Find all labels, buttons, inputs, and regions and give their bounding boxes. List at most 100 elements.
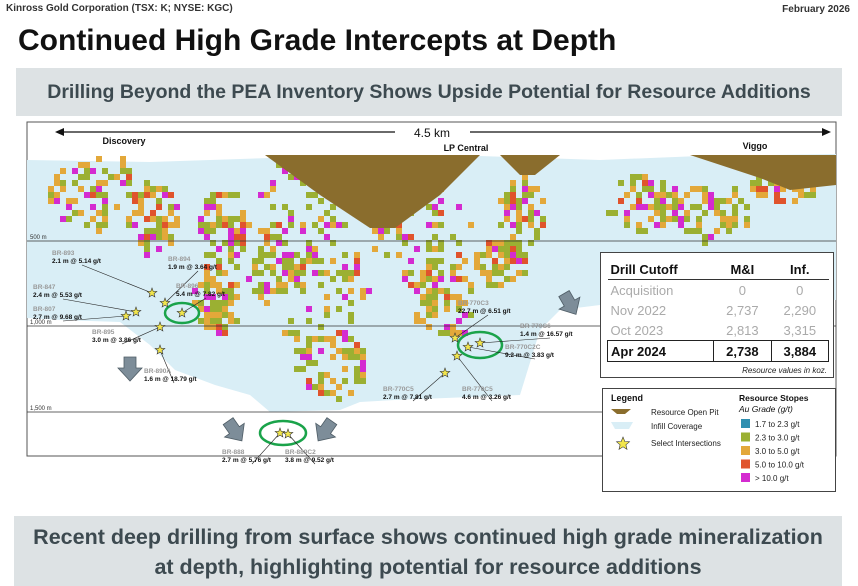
stope-block [138,192,144,198]
hole-id: BR-889C2 [285,449,316,456]
stope-block [516,210,522,216]
stope-block [306,204,312,210]
stope-block [456,318,462,324]
stope-block [432,246,438,252]
stope-block [636,192,642,198]
intersection-star [130,306,142,317]
stope-block [678,222,684,228]
stope-block [288,318,294,324]
stope-block [222,300,228,306]
legend-item: Resource Open Pit [651,408,719,417]
intercept-result: 3.0 m @ 3.86 g/t [92,337,142,344]
stope-block [126,168,132,174]
stope-block [78,162,84,168]
stope-block [654,204,660,210]
stope-block [768,180,774,186]
stope-block [276,282,282,288]
stope-block [156,234,162,240]
stope-block [450,330,456,336]
stope-block [222,312,228,318]
stope-block [510,186,516,192]
intersection-star [451,350,463,361]
stope-block [426,240,432,246]
stope-block [402,240,408,246]
stope-block [144,228,150,234]
stope-block [666,204,672,210]
stope-block [672,216,678,222]
stope-block [288,222,294,228]
table-row: Acquisition 0 0 [608,280,829,301]
stope-block [282,282,288,288]
stope-block [456,330,462,336]
stope-block [264,240,270,246]
stope-block [150,228,156,234]
stope-block [270,204,276,210]
subtitle: Drilling Beyond the PEA Inventory Shows … [47,80,811,103]
stope-block [384,252,390,258]
stope-block [312,360,318,366]
stope-block [282,252,288,258]
stope-block [438,276,444,282]
stope-block [540,198,546,204]
stope-block [630,204,636,210]
intercept-result: 2.7 m @ 7.81 g/t [383,394,433,401]
intersection-star [176,307,188,318]
stope-block [522,270,528,276]
stope-block [276,240,282,246]
stope-block [438,222,444,228]
stope-block [660,198,666,204]
stope-block [438,240,444,246]
stope-block [492,240,498,246]
intercept-result: 1.4 m @ 16.57 g/t [520,331,573,338]
hole-id: BR-847 [33,284,56,291]
header-cell: M&I [713,259,772,280]
stope-block [342,330,348,336]
stope-block [684,210,690,216]
leader-line [287,433,316,465]
stope-block [324,372,330,378]
stope-block [372,228,378,234]
stope-block [222,306,228,312]
stope-block [288,264,294,270]
stope-block [420,270,426,276]
stope-block [498,264,504,270]
stope-block [210,198,216,204]
stope-block [306,360,312,366]
stope-block [354,264,360,270]
table-cell: 2,813 [726,322,759,338]
stope-block [168,192,174,198]
highlight-ellipse [163,301,201,325]
stope-block [426,300,432,306]
stope-block [426,222,432,228]
stope-block [162,228,168,234]
stope-block [288,276,294,282]
stope-block [360,360,366,366]
stope-block [426,246,432,252]
stope-block [288,210,294,216]
stope-block [276,234,282,240]
stope-block [210,222,216,228]
stope-block [696,216,702,222]
stope-block [414,288,420,294]
stope-block [216,312,222,318]
stope-block [234,252,240,258]
stope-block [228,222,234,228]
table-cell: Nov 2022 [610,302,667,318]
stope-block [378,228,384,234]
stope-block [732,204,738,210]
stope-block [294,276,300,282]
stope-block [204,276,210,282]
stope-block [96,186,102,192]
stope-block [204,228,210,234]
stope-block [216,270,222,276]
stope-block [102,210,108,216]
grade-swatch [741,432,750,442]
stope-block [216,192,222,198]
stope-block [48,198,54,204]
stope-block [426,258,432,264]
leader-line [121,326,161,345]
stope-block [714,210,720,216]
stope-block [360,366,366,372]
stope-block [804,192,810,198]
stope-block [336,348,342,354]
